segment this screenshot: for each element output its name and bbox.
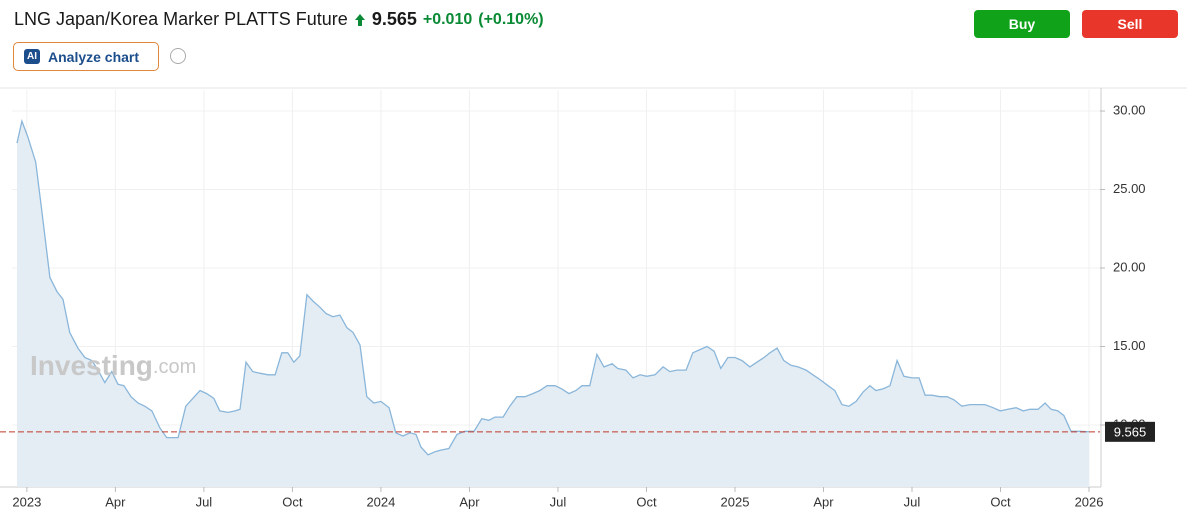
price-line <box>16 118 1090 456</box>
y-tick-label: 25.00 <box>1113 181 1146 196</box>
change: +0.010 <box>422 10 473 28</box>
y-tick-label: 10.00 <box>1113 416 1146 431</box>
area <box>16 121 1090 487</box>
watermark-suffix: .com <box>153 356 196 378</box>
up-arrow <box>354 13 365 26</box>
analyze-label: Analyze chart <box>48 48 140 65</box>
x-tick-label: Oct <box>636 494 657 509</box>
x-tick-label: Apr <box>459 494 480 509</box>
x-tick-label: 2026 <box>1075 494 1104 509</box>
x-tick-label: Apr <box>813 494 834 509</box>
y-tick-label: 30.00 <box>1113 102 1146 117</box>
last-value-tag <box>1105 421 1155 442</box>
instrument-title: LNG Japan/Korea Marker PLATTS Future <box>14 9 348 29</box>
info-icon[interactable] <box>170 48 186 64</box>
analyze-chart-button[interactable]: AI Analyze chart <box>13 42 159 71</box>
sell-button[interactable]: Sell <box>1082 10 1178 38</box>
buy-button[interactable]: Buy <box>974 10 1070 38</box>
x-tick-label: Jul <box>550 494 567 509</box>
watermark: Investing.com <box>30 350 196 381</box>
x-tick-label: Jul <box>196 494 213 509</box>
x-tick-label: Oct <box>990 494 1011 509</box>
header: LNG Japan/Korea Marker PLATTS Future 9.5… <box>14 9 544 30</box>
x-tick-label: 2024 <box>366 494 395 509</box>
ai-badge: AI <box>24 49 40 64</box>
y-tick-label: 20.00 <box>1113 259 1146 274</box>
x-tick-label: 2025 <box>721 494 750 509</box>
watermark-brand: Investing <box>30 350 153 381</box>
last-value-label: 9.565 <box>1114 424 1147 439</box>
price: 9.565 <box>371 9 417 29</box>
y-tick-label: 15.00 <box>1113 338 1146 353</box>
x-tick-label: 2023 <box>12 494 41 509</box>
x-tick-label: Jul <box>904 494 921 509</box>
x-tick-label: Oct <box>282 494 303 509</box>
change-pct: (+0.10%) <box>478 10 544 28</box>
x-tick-label: Apr <box>105 494 126 509</box>
